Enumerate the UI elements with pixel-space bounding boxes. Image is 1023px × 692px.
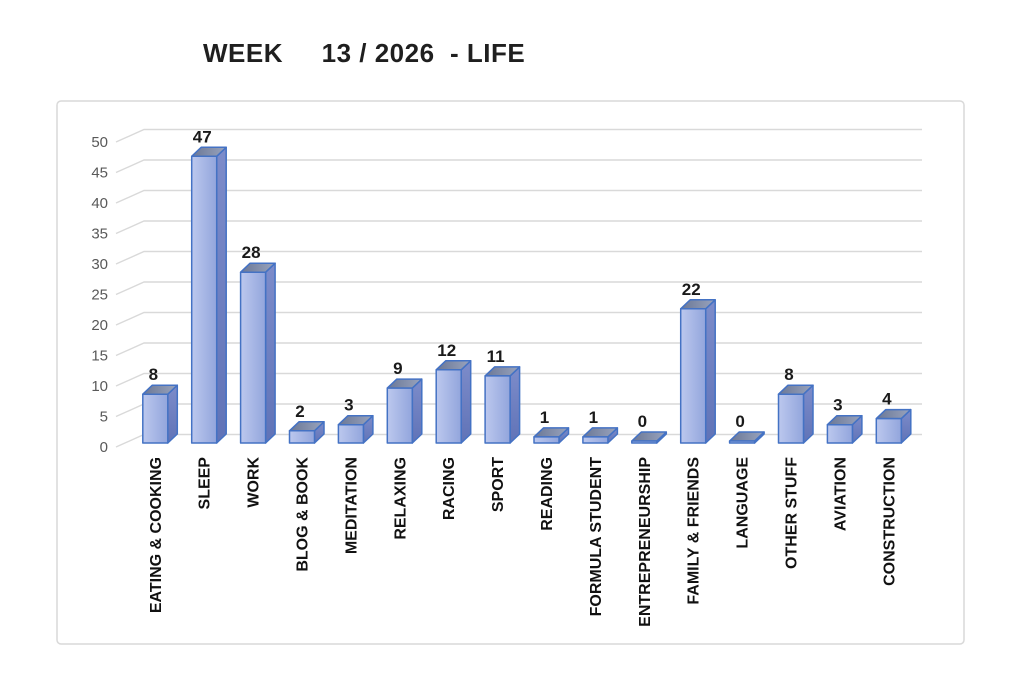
y-axis-tick-label: 45 <box>91 165 108 182</box>
bar-value-label: 1 <box>589 408 598 427</box>
bar-value-label: 22 <box>682 280 701 299</box>
y-axis-tick-label: 20 <box>91 317 108 334</box>
bar-value-label: 4 <box>882 390 892 409</box>
bar-side-face <box>215 146 227 444</box>
chart-title: WEEK 13 / 2026 - LIFE <box>203 38 526 68</box>
bar-value-label: 8 <box>149 365 158 384</box>
bar-side-face <box>704 299 716 444</box>
x-axis-category-label: SLEEP <box>197 457 214 510</box>
bar-front-face <box>337 423 365 444</box>
bar-other-stuff[interactable] <box>777 384 814 444</box>
x-axis-category-label: RELAXING <box>392 457 409 540</box>
bar-value-label: 28 <box>242 243 261 262</box>
bar-side-face <box>411 378 423 444</box>
bar-sleep[interactable] <box>190 146 227 444</box>
bar-front-face <box>288 430 316 444</box>
bar-value-label: 9 <box>393 359 402 378</box>
bar-work[interactable] <box>239 262 276 444</box>
bar-front-face <box>386 387 414 444</box>
bar-front-face <box>728 440 756 444</box>
bar-value-label: 3 <box>833 396 842 415</box>
bar-front-face <box>533 436 560 444</box>
bar-eating-cooking[interactable] <box>142 384 179 444</box>
gridline <box>115 311 922 326</box>
gridline <box>115 342 922 357</box>
x-axis-category-label: AVIATION <box>832 457 849 531</box>
bar-language[interactable] <box>728 431 765 444</box>
bar-construction[interactable] <box>875 408 912 444</box>
bar-value-label: 12 <box>437 341 456 360</box>
gridline <box>115 281 922 296</box>
bar-front-face <box>679 308 707 444</box>
bar-side-face <box>460 360 472 444</box>
bar-value-label: 3 <box>344 396 353 415</box>
bar-front-face <box>631 440 658 444</box>
x-axis-category-label: LANGUAGE <box>735 457 752 549</box>
x-axis-category-label: RACING <box>441 457 458 520</box>
y-axis-tick-label: 40 <box>91 195 108 212</box>
bar-front-face <box>190 155 218 444</box>
bar-front-face <box>826 423 854 444</box>
x-axis-category-label: WORK <box>246 457 263 508</box>
bar-entrepreneurship[interactable] <box>631 431 668 444</box>
x-axis-category-label: EATING & COOKING <box>148 457 165 613</box>
bar-value-label: 0 <box>735 412 744 431</box>
bar-front-face <box>142 393 169 444</box>
x-axis-category-label: FORMULA STUDENT <box>588 457 605 617</box>
bar-racing[interactable] <box>435 360 472 444</box>
y-axis-tick-label: 15 <box>91 348 108 365</box>
bar-side-face <box>264 262 276 444</box>
y-axis-tick-label: 35 <box>91 226 108 243</box>
gridline <box>115 220 922 235</box>
x-axis-category-label: SPORT <box>490 457 507 512</box>
bar-front-face <box>875 417 903 444</box>
bar-front-face <box>239 271 267 444</box>
bar-front-face <box>484 375 511 444</box>
bar-front-face <box>582 436 609 444</box>
bar-value-label: 8 <box>784 365 793 384</box>
y-axis-tick-label: 5 <box>100 409 108 426</box>
bar-meditation[interactable] <box>337 414 374 444</box>
y-axis-tick-label: 50 <box>91 134 108 151</box>
bar-front-face <box>777 393 805 444</box>
y-axis-tick-label: 10 <box>91 378 108 395</box>
y-axis-tick-label: 25 <box>91 287 108 304</box>
x-axis-category-label: MEDITATION <box>343 457 360 554</box>
bar-blog-book[interactable] <box>288 421 325 444</box>
x-axis-category-label: BLOG & BOOK <box>295 457 312 572</box>
x-axis-category-label: FAMILY & FRIENDS <box>686 457 703 605</box>
x-axis-category-label: ENTREPRENEURSHIP <box>637 457 654 627</box>
bar-family-friends[interactable] <box>679 299 716 444</box>
bar-sport[interactable] <box>484 366 521 444</box>
y-axis-tick-label: 0 <box>100 439 108 456</box>
x-axis-category-label: OTHER STUFF <box>784 457 801 569</box>
bar-front-face <box>435 369 462 444</box>
gridline <box>115 128 922 143</box>
bar-aviation[interactable] <box>826 414 863 444</box>
bar-value-label: 0 <box>638 412 647 431</box>
bar-value-label: 47 <box>193 127 212 146</box>
bar-relaxing[interactable] <box>386 378 423 444</box>
bar-reading[interactable] <box>533 427 570 444</box>
bar-value-label: 11 <box>487 347 505 366</box>
gridline <box>115 250 922 265</box>
y-axis-tick-label: 30 <box>91 256 108 273</box>
bar-value-label: 1 <box>540 408 549 427</box>
bar-value-label: 2 <box>295 402 304 421</box>
bar-formula-student[interactable] <box>582 427 619 444</box>
gridline <box>115 189 922 204</box>
x-axis-category-label: READING <box>539 457 556 531</box>
gridline <box>115 372 922 387</box>
x-axis-category-label: CONSTRUCTION <box>881 457 898 586</box>
bar-side-face <box>509 366 521 444</box>
gridline <box>115 159 922 174</box>
